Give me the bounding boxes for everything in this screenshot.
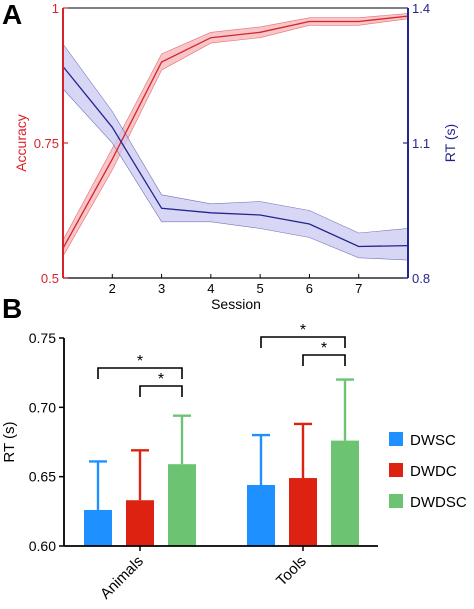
session-tick-label: 7 (355, 281, 362, 296)
y-tick-label: 0.65 (29, 469, 56, 485)
accuracy-tick-label: 0.75 (34, 136, 59, 151)
rt-tick-label: 1.4 (412, 1, 430, 16)
significance-star: * (158, 371, 164, 388)
category-label: Animals (97, 553, 147, 603)
accuracy-line (62, 15, 409, 249)
y-tick-label: 0.60 (29, 538, 56, 554)
bar (126, 500, 154, 546)
significance-bracket (302, 354, 346, 366)
panel-b-label: B (2, 293, 22, 324)
session-tick-label: 6 (306, 281, 313, 296)
significance-bracket (260, 336, 346, 348)
significance-star: * (137, 353, 143, 370)
x-axis-title: Session (211, 296, 261, 312)
bar (247, 484, 275, 546)
bar (168, 464, 196, 546)
category-label: Tools (273, 553, 310, 590)
y-right-axis-title: RT (s) (442, 124, 458, 162)
significance-bracket (139, 385, 183, 397)
y-left-axis-title: Accuracy (13, 114, 29, 172)
legend-swatch (389, 463, 403, 477)
significance-bracket (97, 367, 183, 379)
y-tick-label: 0.75 (29, 330, 56, 346)
bar-chart-rt: 0.60 0.65 0.70 0.75 Animals Tools RT (s) * * * * DW… (1, 322, 467, 603)
rt-tick-label: 0.8 (412, 271, 430, 286)
session-tick-label: 2 (109, 281, 116, 296)
legend-swatch (389, 494, 403, 508)
bar (84, 509, 112, 546)
significance-star: * (321, 340, 327, 357)
bar (289, 478, 317, 546)
bar (331, 440, 359, 546)
y-axis-title: RT (s) (1, 421, 18, 462)
legend-label: DWSC (410, 432, 456, 449)
panel-a-label: A (2, 0, 22, 30)
rt-line (62, 66, 409, 248)
legend-label: DWDSC (410, 494, 467, 511)
rt-tick-label: 1.1 (412, 136, 430, 151)
significance-star: * (300, 322, 306, 339)
y-tick-label: 0.70 (29, 399, 56, 415)
legend-swatch (389, 432, 403, 446)
legend-label: DWDC (410, 463, 457, 480)
line-chart-accuracy-rt: 0.5 0.75 1 0.8 1.1 1.4 2 3 4 5 6 7 Session Accuracy RT… (13, 1, 458, 312)
session-tick-label: 5 (257, 281, 264, 296)
accuracy-tick-label: 0.5 (41, 271, 59, 286)
accuracy-tick-label: 1 (52, 1, 59, 16)
session-tick-label: 3 (158, 281, 165, 296)
session-tick-label: 4 (207, 281, 214, 296)
